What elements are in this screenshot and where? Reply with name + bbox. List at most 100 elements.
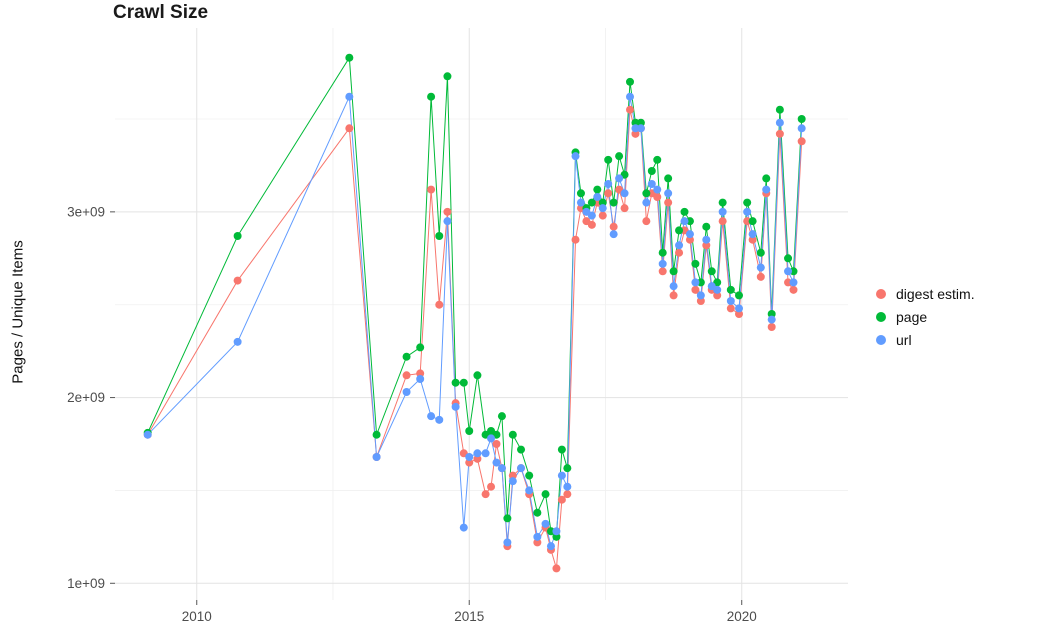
data-point-digest-estim-	[533, 538, 542, 547]
data-point-page	[427, 92, 436, 101]
data-point-url	[497, 464, 506, 473]
data-point-digest-estim-	[598, 211, 607, 220]
data-point-page	[435, 232, 444, 240]
data-point-page	[748, 217, 757, 226]
data-point-page	[647, 167, 656, 175]
data-point-page	[626, 77, 635, 86]
data-point-digest-estim-	[571, 235, 580, 244]
data-point-digest-estim-	[402, 371, 411, 380]
data-point-page	[473, 371, 482, 380]
data-point-digest-estim-	[416, 369, 425, 378]
data-point-page	[702, 222, 711, 231]
data-point-url	[541, 519, 550, 528]
data-point-url	[685, 230, 694, 239]
legend-item-digest-estim-: digest estim.	[876, 286, 975, 302]
data-point-page	[459, 378, 468, 387]
data-point-page	[797, 115, 806, 123]
data-point-url	[647, 180, 656, 188]
data-point-url	[743, 207, 752, 216]
data-point-page	[402, 352, 411, 361]
data-point-page	[443, 72, 452, 81]
legend: digest estim. page url	[876, 286, 975, 348]
data-point-digest-estim-	[552, 564, 561, 573]
data-point-url	[789, 278, 798, 287]
series-line-digest-estim-	[147, 109, 803, 569]
data-point-digest-estim-	[658, 267, 667, 276]
data-point-digest-estim-	[563, 490, 572, 499]
data-point-digest-estim-	[797, 137, 806, 146]
data-point-url	[533, 532, 542, 541]
y-tick-label: 2e+09	[67, 390, 105, 405]
data-point-page	[233, 232, 242, 240]
data-point-digest-estim-	[713, 291, 722, 300]
data-point-page	[372, 430, 381, 439]
data-point-digest-estim-	[557, 495, 566, 504]
data-point-url	[557, 471, 566, 480]
data-point-url	[615, 174, 624, 183]
data-point-url	[669, 282, 678, 291]
data-point-url	[784, 267, 793, 276]
data-point-digest-estim-	[702, 241, 711, 250]
data-point-page	[680, 207, 689, 216]
data-point-url	[756, 263, 765, 272]
data-point-digest-estim-	[642, 217, 651, 226]
legend-swatch-icon	[876, 289, 886, 299]
data-point-digest-estim-	[465, 458, 474, 467]
data-point-page	[465, 427, 474, 435]
data-point-digest-estim-	[487, 482, 496, 491]
data-point-url	[571, 152, 580, 161]
data-point-page	[416, 343, 425, 352]
data-point-url	[435, 415, 444, 424]
data-point-url	[748, 230, 757, 239]
legend-label: page	[896, 309, 928, 325]
data-point-page	[525, 471, 534, 480]
data-point-url	[508, 477, 517, 486]
data-point-url	[465, 453, 474, 461]
x-tick-label: 2010	[182, 609, 212, 624]
data-point-digest-estim-	[685, 235, 694, 244]
legend-swatch-icon	[876, 335, 886, 345]
x-tick-label: 2020	[727, 609, 757, 624]
data-point-digest-estim-	[604, 189, 613, 198]
data-point-url	[492, 458, 501, 467]
data-point-digest-estim-	[726, 304, 735, 313]
data-point-url	[402, 388, 411, 396]
data-point-url	[233, 337, 242, 346]
legend-item-url: url	[876, 332, 975, 348]
data-point-page	[756, 248, 765, 257]
data-point-url	[525, 486, 534, 495]
data-point-url	[576, 198, 585, 207]
data-point-page	[615, 152, 624, 161]
data-point-page	[609, 198, 618, 207]
data-point-url	[481, 449, 490, 458]
data-point-url	[587, 211, 596, 220]
data-point-digest-estim-	[775, 129, 784, 138]
data-point-digest-estim-	[345, 124, 354, 133]
data-point-digest-estim-	[789, 285, 798, 294]
data-point-page	[664, 174, 673, 183]
data-point-digest-estim-	[691, 285, 700, 294]
x-tick-label: 2015	[454, 609, 484, 624]
data-point-page	[784, 254, 793, 263]
data-point-page	[451, 378, 460, 387]
data-point-url	[372, 453, 381, 461]
data-point-page	[707, 267, 716, 276]
data-point-url	[604, 180, 613, 188]
data-point-url	[675, 241, 684, 250]
data-point-page	[726, 285, 735, 294]
data-point-page	[345, 53, 354, 62]
data-point-page	[563, 464, 572, 473]
data-point-url	[718, 207, 727, 216]
data-point-url	[609, 230, 618, 239]
data-point-page	[775, 105, 784, 114]
data-point-digest-estim-	[756, 272, 765, 281]
y-tick-label: 1e+09	[67, 576, 105, 591]
data-point-digest-estim-	[481, 490, 490, 499]
data-point-digest-estim-	[609, 222, 618, 231]
legend-item-page: page	[876, 309, 975, 325]
data-point-digest-estim-	[767, 323, 776, 331]
data-point-url	[762, 185, 771, 194]
data-point-page	[735, 291, 744, 300]
